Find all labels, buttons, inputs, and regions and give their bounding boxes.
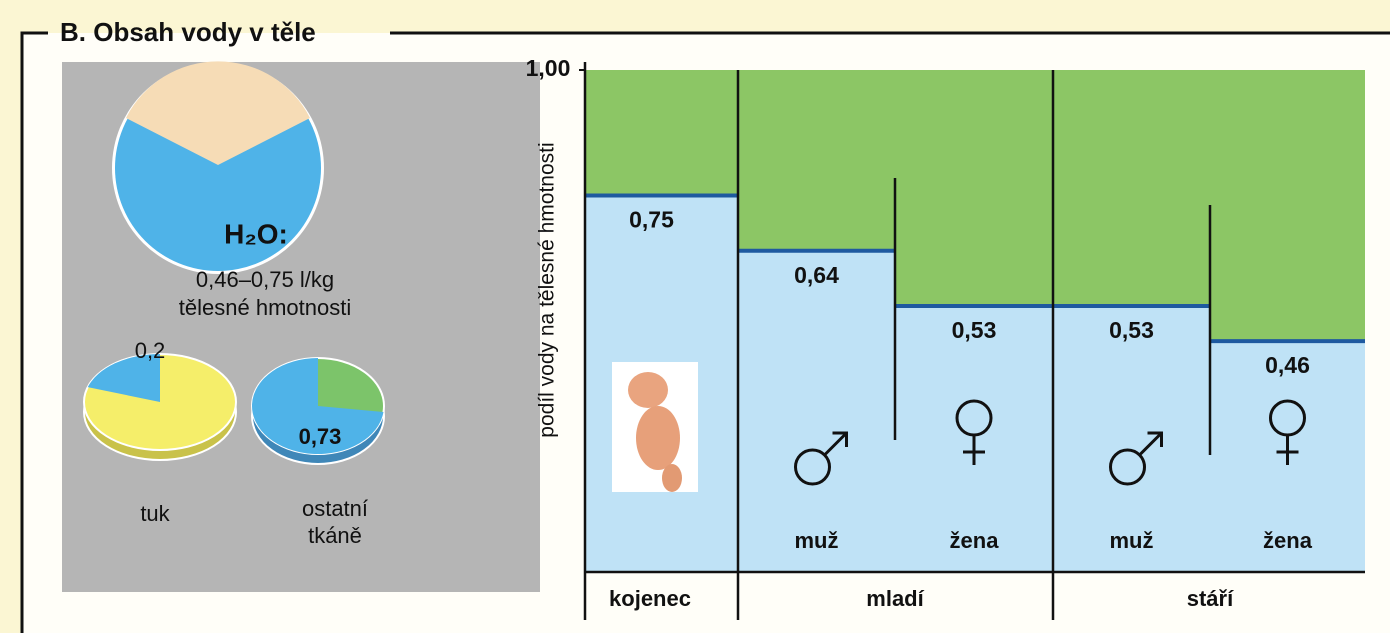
sex-label: muž [1110, 528, 1154, 553]
pie-name: tuk [140, 501, 170, 526]
infant-icon [612, 362, 698, 492]
title: B. Obsah vody v těle [60, 17, 316, 47]
water-range: 0,46–0,75 l/kg [196, 267, 334, 292]
value-label: 0,46 [1265, 352, 1310, 378]
pie-name: ostatní [302, 496, 368, 521]
value-label: 0,53 [952, 317, 997, 343]
pie-name: tkáně [308, 523, 362, 548]
group-label: kojenec [609, 586, 691, 611]
sex-label: muž [795, 528, 839, 553]
figure: B. Obsah vody v těle H₂O: 0,46–0,75 l/kg… [0, 0, 1390, 633]
value-label: 0,53 [1109, 317, 1154, 343]
infant-leg [662, 464, 682, 492]
value-label: 0,64 [794, 262, 839, 288]
sex-label: žena [950, 528, 1000, 553]
water-bar [738, 251, 895, 572]
infant-head [628, 372, 668, 408]
formula: H₂O: [224, 218, 288, 249]
group-label: mladí [866, 586, 924, 611]
y-axis-label: podíl vody na tělesné hmotnosti [536, 142, 559, 437]
y-tick-label: 1,00 [526, 55, 571, 81]
pie-value: 0,2 [135, 338, 166, 363]
water-unit: tělesné hmotnosti [179, 295, 351, 320]
infant-body [636, 406, 680, 470]
group-label: stáří [1187, 586, 1234, 611]
value-label: 0,75 [629, 207, 674, 233]
pie-value: 0,73 [299, 424, 342, 449]
sex-label: žena [1263, 528, 1313, 553]
